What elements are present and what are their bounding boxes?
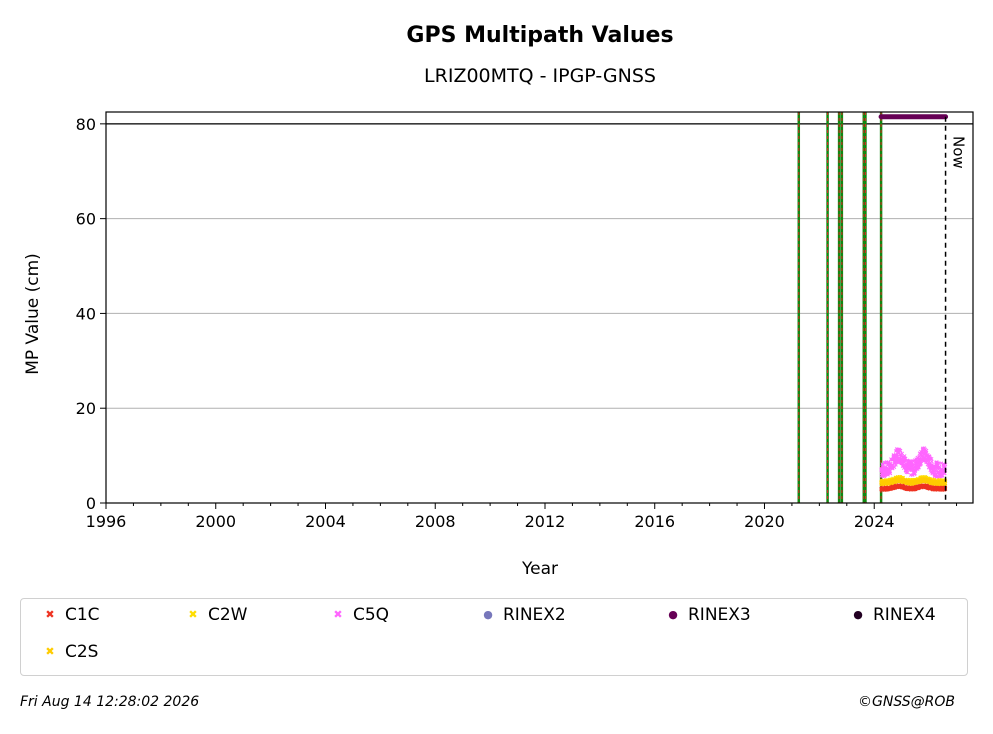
x-tick-label: 2004	[305, 512, 346, 531]
dot-marker-icon: ●	[483, 608, 493, 621]
legend-item-c2w: ✖ C2W	[186, 605, 248, 625]
legend-item-rinex2: ● RINEX2	[481, 605, 566, 625]
x-marker-icon: ✖	[333, 608, 343, 621]
footer-timestamp: Fri Aug 14 12:28:02 2026	[20, 694, 200, 710]
data-point	[888, 471, 893, 476]
data-point	[924, 448, 929, 453]
data-point	[898, 448, 903, 453]
data-point	[943, 462, 948, 467]
now-label: Now	[950, 136, 968, 169]
chart-subtitle: LRIZ00MTQ - IPGP-GNSS	[424, 65, 656, 87]
legend-label: RINEX4	[873, 605, 936, 625]
y-axis-label: MP Value (cm)	[23, 253, 43, 375]
data-point	[892, 465, 897, 470]
legend-item-c1c: ✖ C1C	[43, 605, 100, 625]
plot-frame	[105, 111, 974, 504]
legend-label: C1C	[65, 605, 100, 625]
legend-item-c2s: ✖ C2S	[43, 642, 98, 662]
data-point	[915, 455, 920, 460]
data-point	[937, 464, 942, 469]
dot-marker-icon: ●	[853, 608, 863, 621]
legend-label: RINEX3	[688, 605, 751, 625]
footer-copyright: ©GNSS@ROB	[858, 694, 955, 710]
x-tick-label: 2024	[854, 512, 895, 531]
legend-label: RINEX2	[503, 605, 566, 625]
y-tick-label: 0	[86, 494, 96, 513]
legend-item-rinex4: ● RINEX4	[851, 605, 936, 625]
x-marker-icon: ✖	[188, 608, 198, 621]
legend-label: C5Q	[353, 605, 390, 625]
data-point	[943, 481, 948, 486]
legend-label: C2S	[65, 642, 99, 662]
data-point	[905, 470, 910, 475]
x-axis-label: Year	[521, 559, 558, 579]
x-tick-label: 1996	[86, 512, 127, 531]
x-tick-label: 2020	[744, 512, 785, 531]
y-tick-label: 20	[76, 399, 96, 418]
x-tick-label: 2000	[195, 512, 236, 531]
series-c1c	[879, 483, 948, 492]
legend-label: C2W	[208, 605, 248, 625]
x-tick-label: 2012	[525, 512, 566, 531]
legend-item-c5q: ✖ C5Q	[331, 605, 389, 625]
x-tick-label: 2016	[634, 512, 675, 531]
x-marker-icon: ✖	[45, 608, 55, 621]
x-marker-icon: ✖	[45, 645, 55, 658]
y-tick-label: 80	[76, 115, 96, 134]
chart-title: GPS Multipath Values	[406, 23, 673, 48]
y-tick-label: 40	[76, 304, 96, 323]
dot-marker-icon: ●	[668, 608, 678, 621]
legend-item-rinex3: ● RINEX3	[666, 605, 751, 625]
data-point	[895, 454, 900, 458]
data-point	[919, 461, 923, 466]
legend: ✖ C1C ✖ C2W ✖ C5Q ● RINEX2 ● RINEX3 ● RINEX4 ✖ C2S	[20, 598, 968, 676]
y-tick-label: 60	[76, 210, 96, 229]
series-c2s	[879, 476, 948, 487]
series-c5q	[879, 446, 948, 479]
x-tick-label: 2008	[415, 512, 456, 531]
data-point	[902, 454, 907, 458]
data-point	[929, 459, 934, 464]
